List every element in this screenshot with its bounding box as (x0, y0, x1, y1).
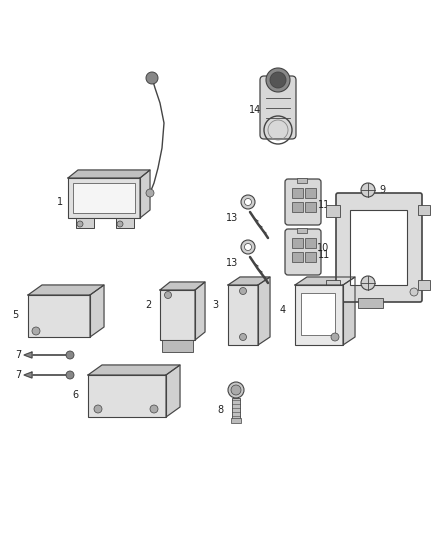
Bar (326, 205, 340, 217)
Bar (305, 202, 316, 212)
Polygon shape (24, 372, 32, 378)
Text: 4: 4 (280, 305, 286, 315)
Circle shape (94, 405, 102, 413)
Text: 9: 9 (379, 278, 385, 288)
FancyBboxPatch shape (260, 76, 296, 139)
Circle shape (361, 183, 375, 197)
Polygon shape (195, 282, 205, 340)
Bar (162, 340, 193, 352)
Circle shape (361, 276, 375, 290)
Text: 10: 10 (317, 243, 329, 253)
Circle shape (270, 72, 286, 88)
Bar (305, 238, 316, 248)
Polygon shape (28, 285, 104, 295)
Polygon shape (228, 277, 270, 285)
Text: 7: 7 (15, 350, 21, 360)
Bar (350, 210, 407, 285)
Circle shape (66, 351, 74, 359)
Polygon shape (140, 170, 150, 218)
Bar (301, 293, 335, 335)
Text: 2: 2 (145, 300, 151, 310)
Text: 14: 14 (249, 105, 261, 115)
Circle shape (244, 244, 251, 251)
Circle shape (231, 385, 241, 395)
Bar (292, 202, 303, 212)
Polygon shape (343, 277, 355, 345)
Circle shape (241, 195, 255, 209)
Circle shape (146, 189, 154, 197)
Text: 5: 5 (12, 310, 18, 320)
Text: 1: 1 (57, 197, 63, 207)
Circle shape (331, 333, 339, 341)
Bar (292, 238, 303, 248)
FancyBboxPatch shape (285, 229, 321, 275)
Text: 3: 3 (212, 300, 218, 310)
Circle shape (240, 334, 247, 341)
Bar (418, 205, 430, 215)
Bar (231, 418, 241, 423)
Bar (232, 398, 240, 420)
Bar (28, 295, 90, 337)
Bar (116, 218, 134, 228)
Text: 13: 13 (226, 258, 238, 268)
Circle shape (240, 287, 247, 295)
Polygon shape (258, 277, 270, 345)
FancyBboxPatch shape (336, 193, 422, 302)
Circle shape (165, 292, 172, 298)
Bar (292, 252, 303, 262)
Bar (297, 228, 307, 233)
Bar (160, 290, 195, 340)
Bar (418, 280, 430, 290)
Text: 9: 9 (379, 185, 385, 195)
Bar (76, 218, 94, 228)
Bar (358, 298, 383, 308)
Text: 11: 11 (318, 200, 330, 210)
Text: 7: 7 (15, 370, 21, 380)
Bar (73, 183, 135, 213)
Circle shape (228, 382, 244, 398)
Bar (88, 375, 166, 417)
Circle shape (146, 72, 158, 84)
Circle shape (77, 221, 83, 227)
Polygon shape (295, 277, 355, 285)
Bar (228, 285, 258, 345)
Polygon shape (160, 282, 205, 290)
Text: 6: 6 (72, 390, 78, 400)
Circle shape (410, 288, 418, 296)
Bar (305, 188, 316, 198)
Bar (292, 188, 303, 198)
Circle shape (150, 405, 158, 413)
Text: 13: 13 (226, 213, 238, 223)
Bar (68, 178, 140, 218)
Circle shape (244, 198, 251, 206)
FancyBboxPatch shape (285, 179, 321, 225)
Circle shape (266, 68, 290, 92)
Bar (297, 178, 307, 183)
Text: 8: 8 (217, 405, 223, 415)
Bar (326, 280, 340, 292)
Text: 11: 11 (318, 250, 330, 260)
Bar (295, 285, 343, 345)
Polygon shape (166, 365, 180, 417)
Polygon shape (68, 170, 150, 178)
Circle shape (117, 221, 123, 227)
Polygon shape (88, 365, 180, 375)
Bar (305, 252, 316, 262)
Polygon shape (24, 352, 32, 358)
Circle shape (241, 240, 255, 254)
Circle shape (32, 327, 40, 335)
Polygon shape (90, 285, 104, 337)
Circle shape (66, 371, 74, 379)
